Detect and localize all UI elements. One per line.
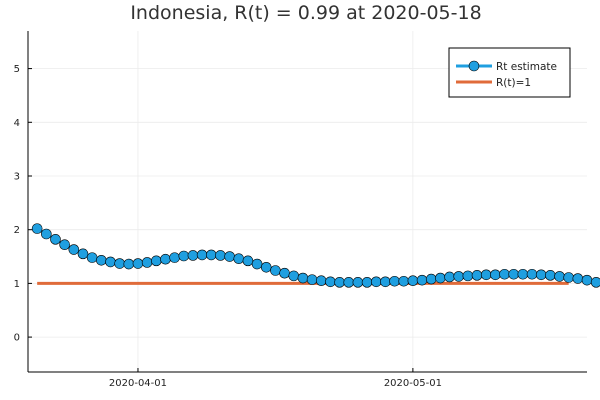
legend-box [448,47,571,98]
rt-point-2020-05-12 [508,268,519,280]
rt-point-2020-04-16 [270,265,281,276]
rt-point-2020-05-20 [581,274,593,286]
rt-point-2020-05-02 [416,274,428,286]
axis-ticks: 0 1 2 3 4 5 2020-04-01 2020-05-01 [14,64,442,389]
rt-point-2020-04-09 [205,249,217,261]
rt-point-2020-03-27 [86,252,98,263]
rt-point-2020-05-09 [480,269,492,281]
y-tick-label: 1 [14,279,20,290]
rt-point-2020-05-19 [572,273,584,284]
rt-point-2020-04-04 [160,253,171,265]
rt-point-2020-05-17 [554,271,565,282]
rt-point-2020-05-21 [590,277,600,288]
legend-label-r1: R(t)=1 [496,77,531,89]
rt-point-2020-04-03 [151,255,162,267]
rt-point-2020-05-04 [435,272,446,284]
rt-point-2020-03-21 [31,223,43,234]
rt-point-2020-05-10 [490,269,501,281]
legend: Rt estimate R(t)=1 [448,47,571,98]
rt-point-2020-04-20 [306,274,318,285]
rt-point-2020-05-14 [526,268,538,280]
rt-point-2020-05-18 [563,272,574,283]
rt-point-2020-04-22 [325,276,336,288]
rt-point-2020-05-07 [462,270,474,282]
rt-point-2020-04-05 [169,252,180,263]
rt-point-2020-03-30 [114,258,125,269]
rt-point-2020-05-06 [453,271,465,282]
rt-point-2020-04-24 [343,277,355,288]
rt-point-2020-04-02 [141,257,153,268]
legend-label-rt: Rt estimate [496,61,557,73]
x-tick-label: 2020-05-01 [384,378,442,389]
rt-point-2020-04-12 [233,253,245,264]
rt-point-2020-03-24 [59,239,70,251]
rt-point-2020-05-16 [545,270,556,281]
rt-point-2020-03-26 [77,248,89,260]
y-tick-label: 0 [14,333,20,344]
y-tick-label: 5 [14,64,20,75]
rt-point-2020-04-29 [389,275,400,287]
rt-point-2020-04-13 [242,255,254,267]
rt-point-2020-04-14 [251,258,263,270]
chart-title: Indonesia, R(t) = 0.99 at 2020-05-18 [130,2,481,24]
rt-point-2020-05-01 [407,275,419,287]
rt-point-2020-03-29 [105,256,116,268]
y-tick-label: 2 [14,225,20,236]
rt-point-2020-04-18 [288,270,300,282]
rt-point-2020-03-25 [68,244,80,255]
rt-point-2020-04-06 [178,250,190,262]
rt-point-2020-03-23 [50,234,61,245]
rt-point-2020-04-27 [370,276,382,288]
rt-point-2020-04-28 [380,276,391,288]
rt-point-2020-04-30 [398,275,410,287]
rt-point-2020-04-01 [132,258,144,269]
legend-marker-rt [468,60,480,72]
rt-point-2020-04-26 [361,277,373,288]
rt-point-2020-04-07 [187,250,199,261]
rt-point-2020-05-11 [499,268,510,280]
rt-point-2020-05-03 [425,273,437,285]
y-tick-label: 3 [14,171,20,182]
rt-point-2020-04-19 [297,272,309,284]
y-tick-label: 4 [14,118,20,129]
rt-point-2020-03-28 [96,254,107,266]
rt-point-2020-05-05 [444,271,455,283]
rt-point-2020-03-31 [123,258,135,270]
rt-point-2020-04-15 [260,261,272,273]
rt-point-2020-04-11 [224,251,235,262]
series-layer [31,223,600,288]
rt-point-2020-04-23 [334,277,345,288]
rt-point-2020-05-08 [471,270,483,281]
rt-point-2020-04-21 [315,275,327,287]
rt-point-2020-05-13 [517,268,529,280]
rt-point-2020-04-10 [215,250,226,261]
rt-point-2020-05-15 [535,269,547,281]
rt-point-2020-04-08 [196,249,208,261]
rt-point-2020-04-17 [279,267,290,279]
rt-point-2020-03-22 [41,228,52,240]
x-tick-label: 2020-04-01 [109,378,167,389]
rt-point-2020-04-25 [352,277,364,288]
